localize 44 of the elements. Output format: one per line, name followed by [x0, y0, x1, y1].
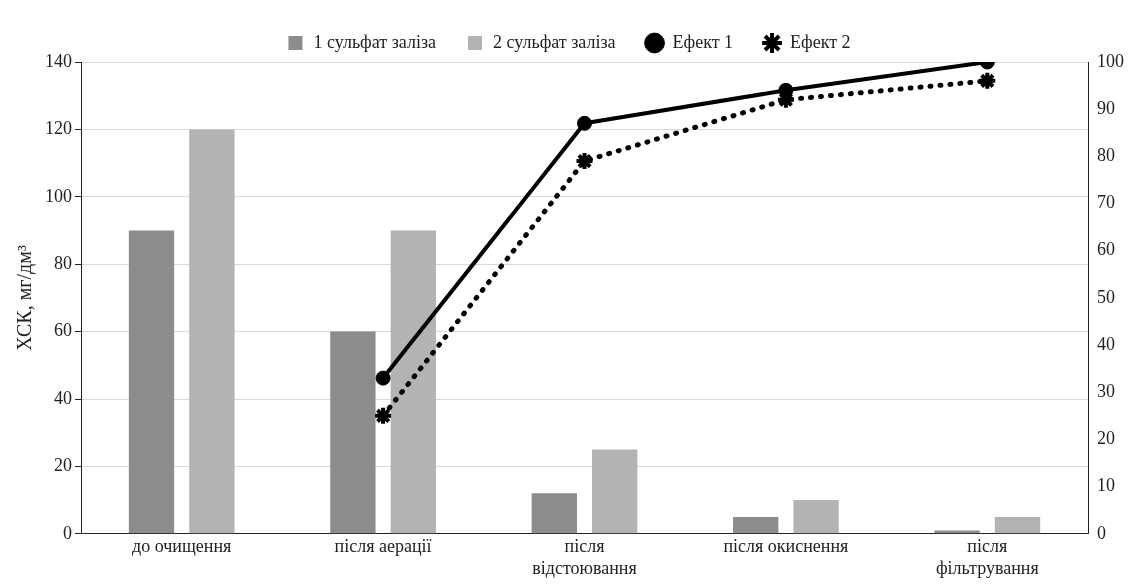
legend-label: Ефект 1 — [672, 31, 734, 52]
bar — [189, 129, 235, 534]
bar — [994, 516, 1041, 534]
bar — [330, 331, 376, 534]
legend-label: 2 сульфат заліза — [492, 31, 616, 52]
bar — [128, 230, 175, 534]
point — [373, 405, 394, 426]
x-tick-label: після окиснення — [723, 536, 849, 557]
y-tick-label: 20 — [54, 455, 72, 476]
y-tick-label: 60 — [54, 320, 72, 341]
point — [977, 70, 998, 91]
y2-tick-label: 30 — [1097, 380, 1115, 401]
x-tick-label: після аерації — [334, 536, 432, 557]
y2-tick-label: 60 — [1097, 239, 1115, 260]
x-tick-label: до очищення — [132, 536, 232, 557]
y2-tick-label: 40 — [1097, 333, 1115, 354]
y2-tick-label: 10 — [1097, 475, 1115, 496]
bar — [592, 449, 638, 534]
y2-tick-label: 0 — [1097, 522, 1106, 543]
y-tick-label: 40 — [54, 387, 72, 408]
y-axis-title: ХСК, мг/дм³ — [13, 245, 37, 351]
y-tick-label: 140 — [45, 50, 72, 71]
legend-label: Ефект 2 — [790, 31, 851, 52]
y2-tick-label: 50 — [1097, 286, 1115, 307]
point — [375, 370, 391, 386]
bar — [934, 530, 980, 534]
y2-tick-label: 80 — [1097, 145, 1115, 166]
bar — [793, 500, 839, 534]
bar — [531, 493, 577, 534]
y-tick-label: 0 — [63, 522, 72, 543]
x-tick-label: після відстоювання — [532, 536, 637, 578]
bar — [733, 516, 779, 534]
y-tick-label: 120 — [45, 118, 72, 139]
x-tick-label: після фільтрування — [935, 536, 1039, 578]
legend-label: 1 сульфат заліза — [313, 31, 436, 52]
bar — [390, 230, 436, 534]
y-tick-label: 80 — [54, 252, 72, 273]
y2-tick-label: 20 — [1097, 428, 1115, 449]
y2-tick-label: 90 — [1097, 97, 1115, 118]
y2-tick-label: 70 — [1097, 192, 1115, 213]
y-tick-label: 100 — [45, 185, 72, 206]
point — [574, 151, 595, 172]
y2-tick-label: 100 — [1097, 50, 1124, 71]
point — [577, 115, 592, 131]
